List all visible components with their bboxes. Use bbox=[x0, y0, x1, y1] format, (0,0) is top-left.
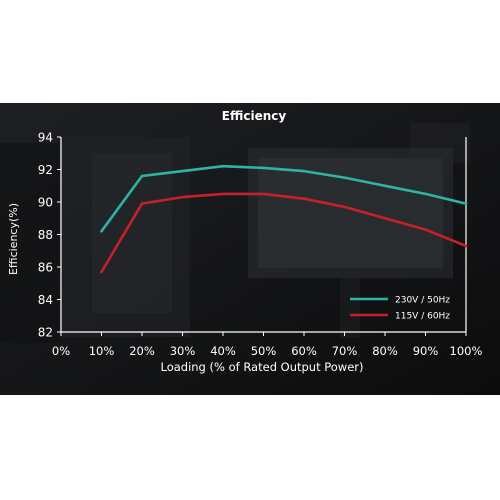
x-tick-label: 10% bbox=[89, 344, 115, 358]
series-line-0 bbox=[100, 164, 468, 233]
data-point bbox=[383, 184, 387, 188]
data-point bbox=[464, 202, 468, 205]
chart-panel: Efficiency Efficiency(%) Loading (% of R… bbox=[0, 103, 500, 395]
data-point bbox=[221, 164, 225, 168]
series-lines bbox=[100, 164, 468, 274]
x-tick-label: 80% bbox=[372, 344, 398, 358]
background-decoration bbox=[0, 103, 500, 395]
data-point bbox=[262, 166, 265, 170]
y-tick-label: 94 bbox=[38, 131, 53, 145]
data-point bbox=[262, 192, 265, 196]
x-tick-label: 90% bbox=[413, 344, 439, 358]
legend-label: 115V / 60Hz bbox=[395, 312, 450, 322]
y-tick-label: 86 bbox=[38, 261, 53, 275]
data-point bbox=[343, 205, 346, 209]
data-point bbox=[424, 192, 427, 196]
x-tick-label: 30% bbox=[170, 344, 196, 358]
y-tick-label: 84 bbox=[38, 293, 53, 307]
x-tick-label: 40% bbox=[210, 344, 236, 358]
chart-title: Efficiency bbox=[222, 109, 287, 123]
legend: 230V / 50Hz 115V / 60Hz bbox=[350, 296, 450, 322]
y-axis-label: Efficiency(%) bbox=[7, 203, 20, 275]
y-tick-label: 88 bbox=[38, 228, 53, 242]
legend-label: 230V / 50Hz bbox=[395, 296, 450, 306]
y-tick-label: 90 bbox=[38, 196, 53, 210]
data-point bbox=[343, 176, 346, 179]
x-tick-label: 70% bbox=[332, 344, 358, 358]
data-point bbox=[302, 197, 306, 201]
data-point bbox=[302, 169, 306, 173]
data-point bbox=[140, 202, 144, 205]
data-point bbox=[424, 228, 427, 231]
x-axis-label: Loading (% of Rated Output Power) bbox=[160, 360, 363, 374]
series-line-1 bbox=[100, 192, 468, 274]
y-tick-label: 82 bbox=[38, 326, 53, 340]
efficiency-chart: Efficiency Efficiency(%) Loading (% of R… bbox=[0, 103, 500, 395]
axis-ticks: 82 84 86 88 90 92 94 0% 10% 20% 30% 40% 50% 60% 70% 80%… bbox=[38, 131, 483, 359]
data-point bbox=[464, 244, 468, 248]
data-point bbox=[383, 216, 387, 220]
x-tick-label: 0% bbox=[52, 344, 70, 358]
data-point bbox=[100, 270, 103, 274]
data-point bbox=[221, 192, 225, 196]
x-tick-label: 60% bbox=[291, 344, 317, 358]
x-tick-label: 50% bbox=[251, 344, 277, 358]
data-point bbox=[181, 195, 184, 199]
data-point bbox=[181, 169, 184, 173]
y-tick-label: 92 bbox=[38, 163, 53, 177]
x-tick-label: 100% bbox=[450, 344, 483, 358]
data-point bbox=[100, 229, 103, 233]
data-point bbox=[140, 174, 144, 178]
x-tick-label: 20% bbox=[129, 344, 155, 358]
